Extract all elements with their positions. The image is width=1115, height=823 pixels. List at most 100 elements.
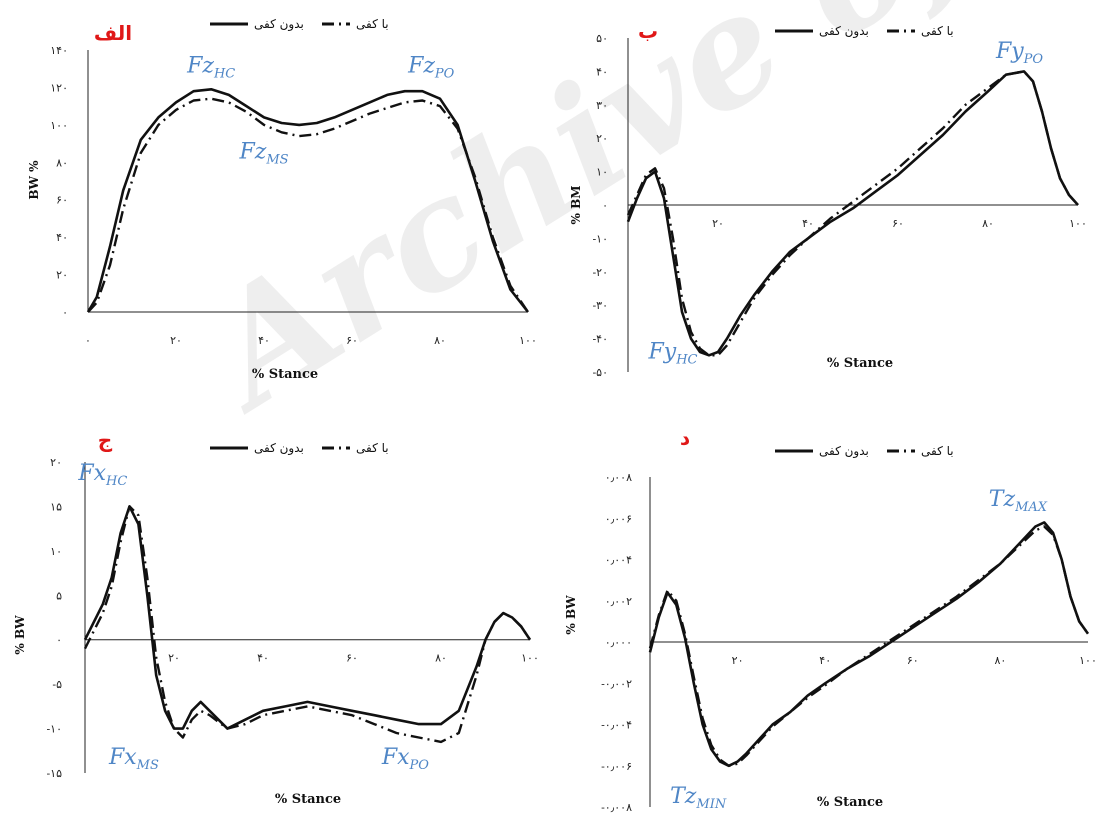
y-tick-label: ۰ xyxy=(56,634,62,647)
x-tick-label: ۰ xyxy=(85,334,91,347)
x-tick-label: ۶۰ xyxy=(346,652,358,665)
y-axis-label: % BW xyxy=(564,595,578,635)
y-tick-label: ۰٫۰۰۲ xyxy=(605,595,632,608)
panel-label: د xyxy=(680,426,690,450)
y-tick-label: ۰٫۰۰۰ xyxy=(605,636,632,649)
y-tick-label: ۰٫۰۰۴ xyxy=(605,554,632,567)
x-tick-label: ۲۰ xyxy=(168,652,180,665)
y-axis-label: BW % xyxy=(27,160,41,200)
x-tick-label: ۴۰ xyxy=(819,654,831,667)
legend-label: بدون کفی xyxy=(254,17,304,32)
x-tick-label: ۱۰۰ xyxy=(519,334,537,347)
x-tick-label: ۱۰۰ xyxy=(521,652,539,665)
y-axis-label: % BW xyxy=(13,615,27,655)
series-line-1 xyxy=(83,505,532,730)
series-line-2 xyxy=(648,525,1089,767)
legend-label: بدون کفی xyxy=(819,444,869,459)
x-axis-label: % Stance xyxy=(827,356,893,371)
chart-panel-fx: ۲۰ ۱۵ ۱۰ ۵ ۰ -۵ -۱۰ -۱۵ ۲۰ ۴۰ ۶۰ ۸۰ ۱۰۰ ج بدون کفی با ک… xyxy=(0,405,560,819)
y-tick-label: ۵ xyxy=(56,589,62,602)
x-tick-label: ۸۰ xyxy=(982,217,994,230)
y-tick-label: -۳۰ xyxy=(592,299,608,312)
legend-label: بدون کفی xyxy=(254,441,304,456)
x-tick-label: ۶۰ xyxy=(907,654,919,667)
series-line-2 xyxy=(87,97,529,313)
chart-panel-fz: ۰ ۲۰ ۴۰ ۶۰ ۸۰ ۱۰۰ ۱۲۰ ۱۴۰ ۰ ۲۰ ۴۰ ۶۰ ۸۰ ۱۰۰ الف بدون کف… xyxy=(0,0,560,400)
x-tick-label: ۲۰ xyxy=(170,334,182,347)
y-tick-label: ۴۰ xyxy=(56,231,68,244)
y-tick-label: ۰٫۰۰۶ xyxy=(605,512,632,525)
y-tick-label: ۶۰ xyxy=(56,194,68,207)
series-line-2 xyxy=(626,70,1079,357)
series-line-1 xyxy=(648,521,1090,768)
peak-annotation: TzMAX xyxy=(989,487,1048,515)
x-tick-label: ۱۰۰ xyxy=(1069,217,1087,230)
x-tick-label: ۱۰۰ xyxy=(1079,654,1097,667)
peak-annotation: FzHC xyxy=(186,53,235,81)
chart-svg: ۰ ۲۰ ۴۰ ۶۰ ۸۰ ۱۰۰ ۱۲۰ ۱۴۰ ۰ ۲۰ ۴۰ ۶۰ ۸۰ ۱۰۰ الف بدون کف… xyxy=(27,17,537,382)
panel-label: الف xyxy=(94,21,132,45)
y-tick-label: ۳۰ xyxy=(596,99,608,112)
x-tick-label: ۲۰ xyxy=(732,654,744,667)
y-tick-label: ۱۵ xyxy=(50,500,62,513)
peak-annotation: FzMS xyxy=(238,140,288,168)
y-tick-label: ۱۰۰ xyxy=(50,119,68,132)
peak-annotation: FxPO xyxy=(381,745,429,773)
y-tick-label: -۱۵ xyxy=(46,767,62,780)
y-tick-label: -۲۰ xyxy=(592,266,608,279)
series-line-1 xyxy=(86,88,530,313)
y-axis-label: % BM xyxy=(569,185,583,224)
y-tick-label: -۰٫۰۰۶ xyxy=(601,760,632,773)
x-axis-label: % Stance xyxy=(817,795,883,810)
legend-label: با کفی xyxy=(356,441,389,455)
y-tick-label: -۰٫۰۰۸ xyxy=(601,801,632,814)
legend-label: با کفی xyxy=(921,24,954,38)
peak-annotation: FxHC xyxy=(77,461,127,489)
x-tick-label: ۴۰ xyxy=(258,334,270,347)
y-tick-label: ۱۰ xyxy=(596,166,608,179)
y-tick-label: ۱۰ xyxy=(50,545,62,558)
peak-annotation: FyPO xyxy=(995,39,1043,67)
x-tick-label: ۴۰ xyxy=(257,652,269,665)
peak-annotation: TzMIN xyxy=(670,784,727,812)
x-tick-label: ۶۰ xyxy=(346,334,358,347)
panel-label: ب xyxy=(638,19,658,43)
y-tick-label: -۴۰ xyxy=(592,333,608,346)
x-tick-label: ۸۰ xyxy=(435,652,447,665)
x-axis-label: % Stance xyxy=(252,367,318,382)
y-tick-label: ۵۰ xyxy=(596,32,608,45)
chart-svg: ۰٫۰۰۸ ۰٫۰۰۶ ۰٫۰۰۴ ۰٫۰۰۲ ۰٫۰۰۰ -۰٫۰۰۲ -۰٫۰۰۴ -۰٫… xyxy=(564,426,1097,814)
y-tick-label: ۰ xyxy=(62,306,68,319)
y-tick-label: -۰٫۰۰۲ xyxy=(601,677,632,690)
chart-panel-fy: ۵۰ ۴۰ ۳۰ ۲۰ ۱۰ ۰ -۱۰ -۲۰ -۳۰ -۴۰ -۵۰ ۲۰ ۴۰ ۶۰ ۸۰ ۱۰۰ ب بد… xyxy=(560,0,1115,400)
legend-label: بدون کفی xyxy=(819,24,869,39)
chart-panel-tz: ۰٫۰۰۸ ۰٫۰۰۶ ۰٫۰۰۴ ۰٫۰۰۲ ۰٫۰۰۰ -۰٫۰۰۲ -۰٫۰۰۴ -۰٫… xyxy=(560,405,1115,819)
y-tick-label: ۲۰ xyxy=(596,132,608,145)
x-axis-label: % Stance xyxy=(275,792,341,807)
x-tick-label: ۸۰ xyxy=(994,654,1006,667)
y-tick-label: -۱۰ xyxy=(592,232,608,245)
legend-label: با کفی xyxy=(921,444,954,458)
y-tick-label: ۰ xyxy=(602,199,608,212)
panel-label: ج xyxy=(98,428,113,452)
y-tick-label: ۱۴۰ xyxy=(50,44,68,57)
x-tick-label: ۲۰ xyxy=(712,217,724,230)
y-tick-label: -۵ xyxy=(52,678,62,691)
peak-annotation: FzPO xyxy=(407,53,455,81)
y-tick-label: ۲۰ xyxy=(50,456,62,469)
y-tick-label: ۲۰ xyxy=(56,269,68,282)
y-tick-label: -۱۰ xyxy=(46,723,62,736)
peak-annotation: FxMS xyxy=(108,745,159,773)
series-line-2 xyxy=(83,505,531,744)
y-tick-label: -۰٫۰۰۴ xyxy=(601,719,632,732)
y-tick-label: ۰٫۰۰۸ xyxy=(605,471,632,484)
peak-annotation: FyHC xyxy=(648,340,698,368)
y-tick-label: ۴۰ xyxy=(596,65,608,78)
x-tick-label: ۶۰ xyxy=(892,217,904,230)
legend-label: با کفی xyxy=(356,17,389,31)
x-tick-label: ۴۰ xyxy=(802,217,814,230)
y-tick-label: ۱۲۰ xyxy=(50,81,68,94)
x-tick-label: ۸۰ xyxy=(434,334,446,347)
y-tick-label: ۸۰ xyxy=(56,156,68,169)
